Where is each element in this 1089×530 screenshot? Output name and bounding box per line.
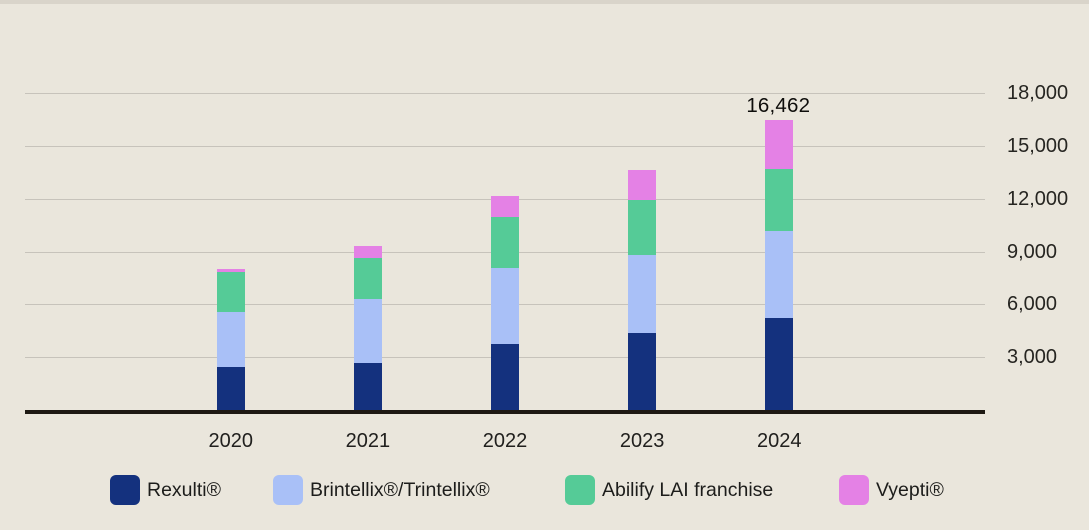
- legend-label-brintellix-trintellix: Brintellix®/Trintellix®: [310, 478, 490, 501]
- gridline-18000: [25, 93, 985, 94]
- plot-area: [25, 93, 985, 414]
- x-tick-label-2020: 2020: [208, 430, 253, 452]
- legend-item-abilify-lai-franchise[interactable]: Abilify LAI franchise: [565, 475, 773, 505]
- legend-label-rexulti: Rexulti®: [147, 478, 221, 501]
- bar-2023: [628, 169, 657, 410]
- y-tick-label-15000: 15,000: [1007, 134, 1069, 157]
- bar-2022: [491, 195, 519, 410]
- bar-segment-2024-brintellix-trintellix[interactable]: [765, 230, 794, 318]
- legend-swatch-rexulti: [110, 475, 140, 505]
- bar-segment-2023-abilify-lai-franchise[interactable]: [628, 199, 657, 256]
- y-tick-label-6000: 6,000: [1007, 293, 1058, 316]
- x-tick-label-2021: 2021: [345, 430, 391, 452]
- legend-item-rexulti[interactable]: Rexulti®: [110, 475, 221, 505]
- bar-segment-2021-vyepti[interactable]: [353, 246, 382, 258]
- legend-item-vyepti[interactable]: Vyepti®: [839, 475, 944, 505]
- bar-segment-2021-rexulti[interactable]: [353, 362, 382, 410]
- gridline-15000: [25, 145, 985, 147]
- y-tick-label-12000: 12,000: [1007, 187, 1069, 210]
- bar-segment-2024-abilify-lai-franchise[interactable]: [765, 169, 794, 231]
- bar-segment-2022-rexulti[interactable]: [491, 344, 519, 410]
- bar-segment-2022-brintellix-trintellix[interactable]: [491, 268, 519, 345]
- bar-segment-2022-vyepti[interactable]: [491, 195, 519, 217]
- y-tick-label-3000: 3,000: [1007, 346, 1058, 369]
- legend-item-brintellix-trintellix[interactable]: Brintellix®/Trintellix®: [273, 475, 490, 505]
- legend-label-vyepti: Vyepti®: [876, 478, 944, 501]
- bar-2021: [353, 246, 382, 410]
- bar-segment-2023-rexulti[interactable]: [628, 332, 657, 410]
- x-tick-label-2023: 2023: [619, 430, 665, 452]
- bar-segment-2020-vyepti[interactable]: [216, 268, 245, 272]
- x-axis-line: [25, 410, 985, 414]
- bar-segment-2023-vyepti[interactable]: [628, 169, 657, 200]
- bar-segment-2023-brintellix-trintellix[interactable]: [628, 255, 657, 333]
- bar-total-label-2024: 16,462: [746, 94, 811, 118]
- legend-swatch-brintellix-trintellix: [273, 475, 303, 505]
- y-tick-label-18000: 18,000: [1007, 82, 1069, 104]
- bar-segment-2024-vyepti[interactable]: [765, 120, 794, 170]
- bar-segment-2021-brintellix-trintellix[interactable]: [353, 299, 382, 363]
- x-tick-label-2022: 2022: [482, 430, 528, 452]
- y-tick-label-9000: 9,000: [1007, 240, 1058, 263]
- legend-swatch-abilify-lai-franchise: [565, 475, 595, 505]
- bar-segment-2022-abilify-lai-franchise[interactable]: [491, 216, 519, 269]
- bar-segment-2021-abilify-lai-franchise[interactable]: [353, 257, 382, 300]
- legend-swatch-vyepti: [839, 475, 869, 505]
- top-border-strip: [0, 0, 1089, 4]
- legend-label-abilify-lai-franchise: Abilify LAI franchise: [602, 478, 774, 501]
- x-tick-label-2024: 2024: [757, 430, 802, 452]
- bar-2020: [216, 268, 245, 410]
- bar-segment-2024-rexulti[interactable]: [765, 317, 794, 410]
- bar-2024: [765, 120, 794, 410]
- bar-segment-2020-abilify-lai-franchise[interactable]: [216, 271, 245, 312]
- bar-segment-2020-rexulti[interactable]: [216, 366, 245, 410]
- bar-segment-2020-brintellix-trintellix[interactable]: [216, 311, 245, 367]
